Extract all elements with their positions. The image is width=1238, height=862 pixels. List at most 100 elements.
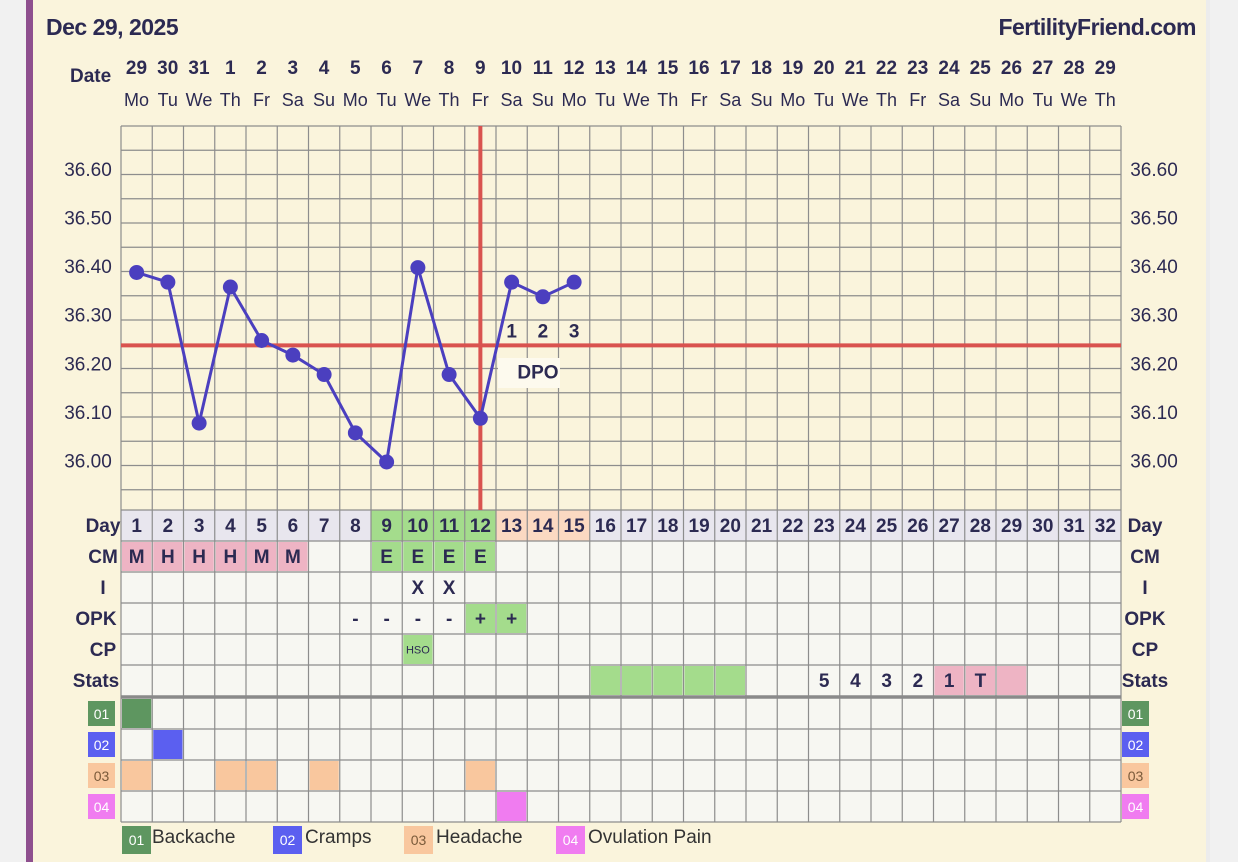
symptom-code: 01 [1128,706,1144,722]
day-number: 4 [225,516,236,537]
day-cell [714,510,746,541]
day-number: 26 [907,516,928,537]
calendar-date: 11 [532,58,553,79]
cm-cell [122,542,152,571]
dpo-label-bg [498,358,560,388]
calendar-date: 27 [1032,58,1054,79]
calendar-date: 13 [594,58,616,79]
calendar-weekday: We [623,90,650,110]
cm-value: M [285,547,301,568]
calendar-weekday: Su [969,90,992,110]
day-number: 24 [845,516,867,537]
calendar-date: 22 [875,58,898,79]
cm-value: E [412,547,425,568]
calendar-weekday: Mo [561,90,587,110]
dpo-label: DPO [517,363,558,384]
calendar-weekday: Mo [780,90,806,110]
symptom-code: 02 [94,737,110,753]
opk-result: + [506,609,517,630]
day-number: 1 [131,516,142,537]
calendar-weekday: Fr [909,90,927,110]
opk-result: - [383,609,389,630]
symptom-cell [122,699,152,728]
cm-cell [278,542,308,571]
cm-cell [465,542,495,571]
symptom-cell [122,761,152,790]
day-cell [777,510,809,541]
calendar-weekday: Mo [998,90,1024,110]
calendar-weekday: Tu [1032,90,1053,110]
row-label-right: OPK [1124,609,1165,630]
day-number: 17 [626,516,647,537]
calendar-date: 21 [844,58,866,79]
y-tick-label-right: 36.00 [1130,452,1178,473]
calendar-weekday: We [404,90,432,110]
calendar-weekday: Th [1094,90,1116,110]
calendar-date: 28 [1063,58,1085,79]
calendar-weekday: Sa [937,90,961,110]
calendar-date: 29 [125,58,148,79]
calendar-date: 23 [907,58,929,79]
day-number: 8 [350,516,361,537]
row-label-left: OPK [75,609,116,630]
calendar-weekday: Th [438,90,460,110]
row-label-right: CM [1130,547,1160,568]
cm-cell [372,542,402,571]
symptom-cell [247,761,277,790]
cm-cell [184,542,214,571]
day-number: 29 [1001,516,1022,537]
y-tick-label-right: 36.60 [1130,160,1178,181]
calendar-date: 24 [938,58,960,79]
symptom-badge [1122,763,1149,788]
symptom-code: 03 [94,768,110,784]
calendar-date: 10 [500,58,523,79]
symptom-cell [465,761,495,790]
calendar-date: 16 [688,58,710,79]
temperature-point [129,264,145,280]
day-number: 11 [439,516,460,537]
day-cell [464,510,496,541]
stats-cell [997,666,1027,695]
calendar-weekday: Fr [253,90,270,110]
temperature-point [379,454,395,470]
symptom-code: 01 [94,706,110,722]
day-cell [371,510,403,541]
symptom-badge [88,794,115,819]
calendar-weekday: Su [750,90,773,110]
calendar-weekday: Sa [281,90,304,110]
y-tick-label-left: 36.40 [64,257,112,278]
temperature-point [191,415,207,431]
cp-value: HSO [406,645,430,657]
symptom-badge [1122,701,1149,726]
day-cell [433,510,465,541]
calendar-date: 1 [224,58,236,79]
y-tick-label-left: 36.10 [64,403,112,424]
row-label-left: CM [88,547,118,568]
day-cell [214,510,246,541]
symptom-badge [1122,732,1149,757]
day-cell [871,510,903,541]
stats-cell [965,666,995,695]
calendar-date: 18 [750,58,773,79]
cm-value: E [474,547,487,568]
cm-value: E [380,547,393,568]
y-tick-label-right: 36.20 [1130,354,1178,375]
calendar-date: 7 [412,58,424,79]
stats-cell [715,666,745,695]
day-number: 19 [689,516,710,537]
temperature-point [347,425,363,441]
opk-positive-cell [497,604,527,633]
row-label-left: I [100,578,105,599]
calendar-date: 8 [443,58,455,79]
opk-result: - [446,609,452,630]
brand-name[interactable]: FertilityFriend.com [998,14,1196,40]
y-tick-label-right: 36.40 [1130,257,1178,278]
intercourse-mark: X [443,578,456,599]
y-tick-label-left: 36.30 [64,306,112,327]
symptom-cell [309,761,339,790]
day-number: 3 [194,516,205,537]
day-cell [277,510,309,541]
y-tick-label-left: 36.50 [64,209,112,230]
calendar-date: 14 [625,58,648,79]
